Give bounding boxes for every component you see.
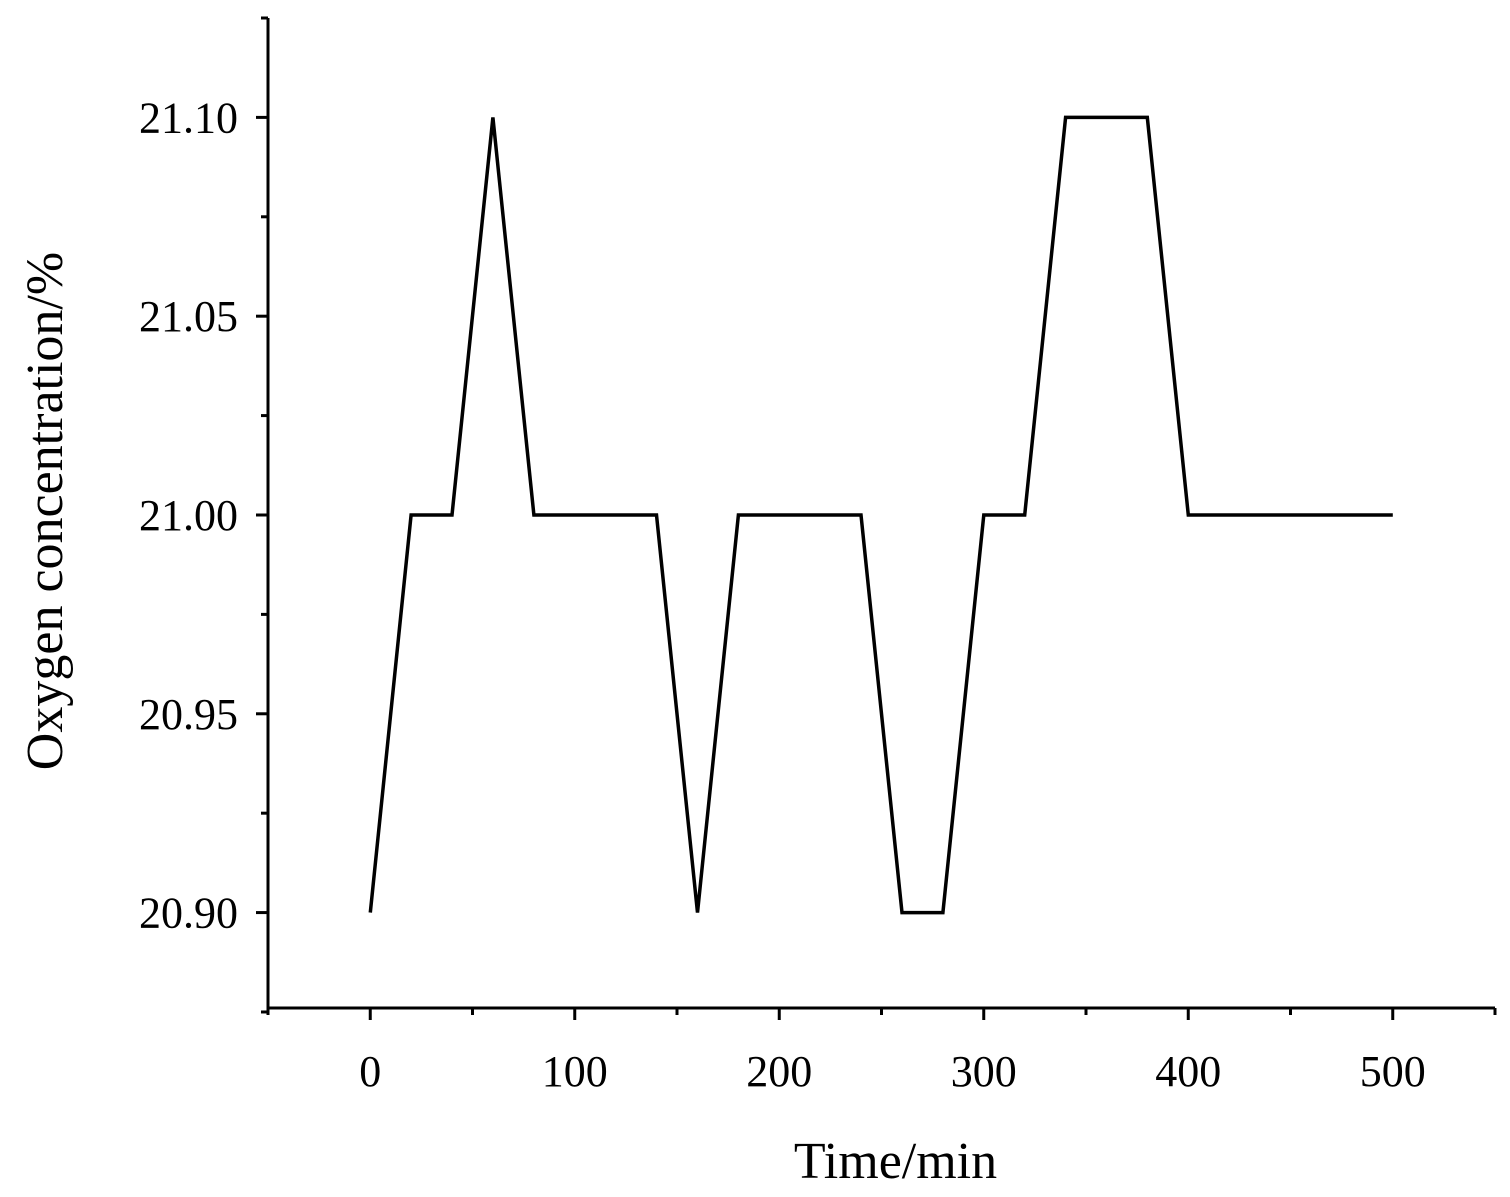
y-tick-label: 21.05 xyxy=(139,292,238,341)
x-tick-label: 0 xyxy=(359,1047,381,1096)
series-line xyxy=(368,115,1393,915)
x-tick-label: 300 xyxy=(951,1047,1017,1096)
x-tick-label: 500 xyxy=(1360,1047,1426,1096)
y-tick-label: 20.90 xyxy=(139,889,238,938)
y-axis-ticks: 20.90 20.95 21.00 21.05 21.10 xyxy=(139,16,268,1014)
series-group xyxy=(368,115,1393,915)
x-axis-ticks: 0 100 200 300 400 500 xyxy=(266,1008,1497,1096)
y-tick-label: 21.10 xyxy=(139,93,238,142)
x-tick-label: 100 xyxy=(542,1047,608,1096)
x-axis-title: Time/min xyxy=(794,1133,997,1190)
x-tick-label: 400 xyxy=(1155,1047,1221,1096)
y-tick-label: 21.00 xyxy=(139,491,238,540)
x-tick-label: 200 xyxy=(746,1047,812,1096)
y-tick-label: 20.95 xyxy=(139,690,238,739)
y-axis-title: Oxygen concentration/% xyxy=(17,252,74,770)
